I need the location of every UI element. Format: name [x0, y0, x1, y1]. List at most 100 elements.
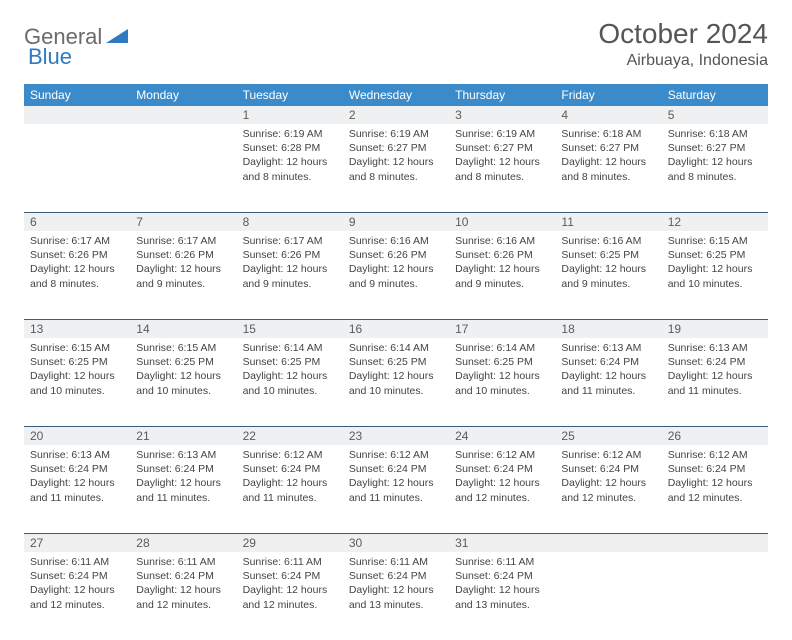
day-number: 29 — [237, 533, 343, 552]
day-number — [662, 533, 768, 552]
day-cell-body: Sunrise: 6:14 AMSunset: 6:25 PMDaylight:… — [449, 338, 555, 404]
day-cell-body: Sunrise: 6:17 AMSunset: 6:26 PMDaylight:… — [237, 231, 343, 297]
daylight-line: Daylight: 12 hours and 12 minutes. — [561, 476, 655, 504]
day-cell-body: Sunrise: 6:18 AMSunset: 6:27 PMDaylight:… — [662, 124, 768, 190]
sunset-line: Sunset: 6:24 PM — [668, 355, 762, 369]
sunset-line: Sunset: 6:24 PM — [243, 462, 337, 476]
day-cell-body: Sunrise: 6:13 AMSunset: 6:24 PMDaylight:… — [130, 445, 236, 511]
day-number: 3 — [449, 106, 555, 124]
sunset-line: Sunset: 6:25 PM — [668, 248, 762, 262]
day-number: 10 — [449, 212, 555, 231]
day-cell-body: Sunrise: 6:16 AMSunset: 6:25 PMDaylight:… — [555, 231, 661, 297]
daylight-line: Daylight: 12 hours and 12 minutes. — [136, 583, 230, 611]
day-number: 21 — [130, 426, 236, 445]
day-cell-body: Sunrise: 6:12 AMSunset: 6:24 PMDaylight:… — [662, 445, 768, 511]
sunset-line: Sunset: 6:26 PM — [243, 248, 337, 262]
calendar-body: 12 345 Sunrise: 6:19 AMSunset: 6:28 PMDayl… — [24, 106, 768, 640]
day-cell-body: Sunrise: 6:18 AMSunset: 6:27 PMDaylight:… — [555, 124, 661, 190]
sunset-line: Sunset: 6:24 PM — [349, 462, 443, 476]
daylight-line: Daylight: 12 hours and 8 minutes. — [668, 155, 762, 183]
weekday-header-row: SundayMondayTuesdayWednesdayThursdayFrid… — [24, 84, 768, 106]
title-block: October 2024 Airbuaya, Indonesia — [598, 18, 768, 70]
sunset-line: Sunset: 6:24 PM — [243, 569, 337, 583]
day-number: 13 — [24, 319, 130, 338]
day-number: 16 — [343, 319, 449, 338]
sunset-line: Sunset: 6:26 PM — [30, 248, 124, 262]
weekday-header: Friday — [555, 84, 661, 106]
sunrise-line: Sunrise: 6:17 AM — [30, 234, 124, 248]
weekday-header: Tuesday — [237, 84, 343, 106]
day-cell-body: Sunrise: 6:11 AMSunset: 6:24 PMDaylight:… — [237, 552, 343, 618]
day-number: 7 — [130, 212, 236, 231]
logo-triangle-icon — [106, 27, 128, 48]
sunrise-line: Sunrise: 6:17 AM — [136, 234, 230, 248]
sunrise-line: Sunrise: 6:19 AM — [455, 127, 549, 141]
day-cell-body: Sunrise: 6:13 AMSunset: 6:24 PMDaylight:… — [662, 338, 768, 404]
daylight-line: Daylight: 12 hours and 10 minutes. — [243, 369, 337, 397]
daylight-line: Daylight: 12 hours and 10 minutes. — [668, 262, 762, 290]
sunset-line: Sunset: 6:24 PM — [668, 462, 762, 476]
daylight-line: Daylight: 12 hours and 8 minutes. — [243, 155, 337, 183]
day-number: 30 — [343, 533, 449, 552]
sunrise-line: Sunrise: 6:14 AM — [243, 341, 337, 355]
weekday-header: Wednesday — [343, 84, 449, 106]
day-number: 4 — [555, 106, 661, 124]
location: Airbuaya, Indonesia — [598, 52, 768, 70]
day-cell-body — [662, 552, 768, 561]
day-cell-body: Sunrise: 6:11 AMSunset: 6:24 PMDaylight:… — [24, 552, 130, 618]
sunset-line: Sunset: 6:25 PM — [349, 355, 443, 369]
day-cell-body: Sunrise: 6:19 AMSunset: 6:28 PMDaylight:… — [237, 124, 343, 190]
sunset-line: Sunset: 6:25 PM — [561, 248, 655, 262]
daylight-line: Daylight: 12 hours and 11 minutes. — [30, 476, 124, 504]
weekday-header: Saturday — [662, 84, 768, 106]
day-number: 15 — [237, 319, 343, 338]
day-number: 8 — [237, 212, 343, 231]
sunrise-line: Sunrise: 6:14 AM — [349, 341, 443, 355]
sunset-line: Sunset: 6:24 PM — [136, 462, 230, 476]
day-cell-body: Sunrise: 6:13 AMSunset: 6:24 PMDaylight:… — [555, 338, 661, 404]
weekday-header: Thursday — [449, 84, 555, 106]
header: General October 2024 Airbuaya, Indonesia — [24, 18, 768, 70]
day-cell-body: Sunrise: 6:16 AMSunset: 6:26 PMDaylight:… — [449, 231, 555, 297]
daylight-line: Daylight: 12 hours and 9 minutes. — [136, 262, 230, 290]
day-number: 11 — [555, 212, 661, 231]
sunrise-line: Sunrise: 6:11 AM — [30, 555, 124, 569]
sunrise-line: Sunrise: 6:18 AM — [668, 127, 762, 141]
day-number: 6 — [24, 212, 130, 231]
day-cell-body: Sunrise: 6:12 AMSunset: 6:24 PMDaylight:… — [449, 445, 555, 511]
sunset-line: Sunset: 6:24 PM — [455, 462, 549, 476]
sunrise-line: Sunrise: 6:12 AM — [668, 448, 762, 462]
month-title: October 2024 — [598, 18, 768, 50]
sunset-line: Sunset: 6:24 PM — [561, 355, 655, 369]
daylight-line: Daylight: 12 hours and 8 minutes. — [561, 155, 655, 183]
sunrise-line: Sunrise: 6:13 AM — [561, 341, 655, 355]
sunset-line: Sunset: 6:24 PM — [349, 569, 443, 583]
day-cell-body — [24, 124, 130, 133]
sunset-line: Sunset: 6:26 PM — [349, 248, 443, 262]
daylight-line: Daylight: 12 hours and 9 minutes. — [243, 262, 337, 290]
day-number: 12 — [662, 212, 768, 231]
day-cell-body: Sunrise: 6:15 AMSunset: 6:25 PMDaylight:… — [24, 338, 130, 404]
daylight-line: Daylight: 12 hours and 11 minutes. — [668, 369, 762, 397]
daylight-line: Daylight: 12 hours and 9 minutes. — [561, 262, 655, 290]
sunrise-line: Sunrise: 6:18 AM — [561, 127, 655, 141]
sunrise-line: Sunrise: 6:13 AM — [668, 341, 762, 355]
sunset-line: Sunset: 6:27 PM — [561, 141, 655, 155]
day-number: 5 — [662, 106, 768, 124]
day-cell-body: Sunrise: 6:11 AMSunset: 6:24 PMDaylight:… — [343, 552, 449, 618]
sunrise-line: Sunrise: 6:11 AM — [243, 555, 337, 569]
sunset-line: Sunset: 6:24 PM — [455, 569, 549, 583]
day-cell-body — [555, 552, 661, 561]
sunset-line: Sunset: 6:27 PM — [349, 141, 443, 155]
calendar-table: SundayMondayTuesdayWednesdayThursdayFrid… — [24, 84, 768, 640]
day-cell-body: Sunrise: 6:12 AMSunset: 6:24 PMDaylight:… — [237, 445, 343, 511]
day-cell-body: Sunrise: 6:15 AMSunset: 6:25 PMDaylight:… — [130, 338, 236, 404]
day-number — [130, 106, 236, 124]
daylight-line: Daylight: 12 hours and 12 minutes. — [30, 583, 124, 611]
sunset-line: Sunset: 6:24 PM — [136, 569, 230, 583]
day-cell-body: Sunrise: 6:12 AMSunset: 6:24 PMDaylight:… — [343, 445, 449, 511]
sunset-line: Sunset: 6:25 PM — [30, 355, 124, 369]
day-number: 26 — [662, 426, 768, 445]
daylight-line: Daylight: 12 hours and 12 minutes. — [243, 583, 337, 611]
daylight-line: Daylight: 12 hours and 11 minutes. — [243, 476, 337, 504]
